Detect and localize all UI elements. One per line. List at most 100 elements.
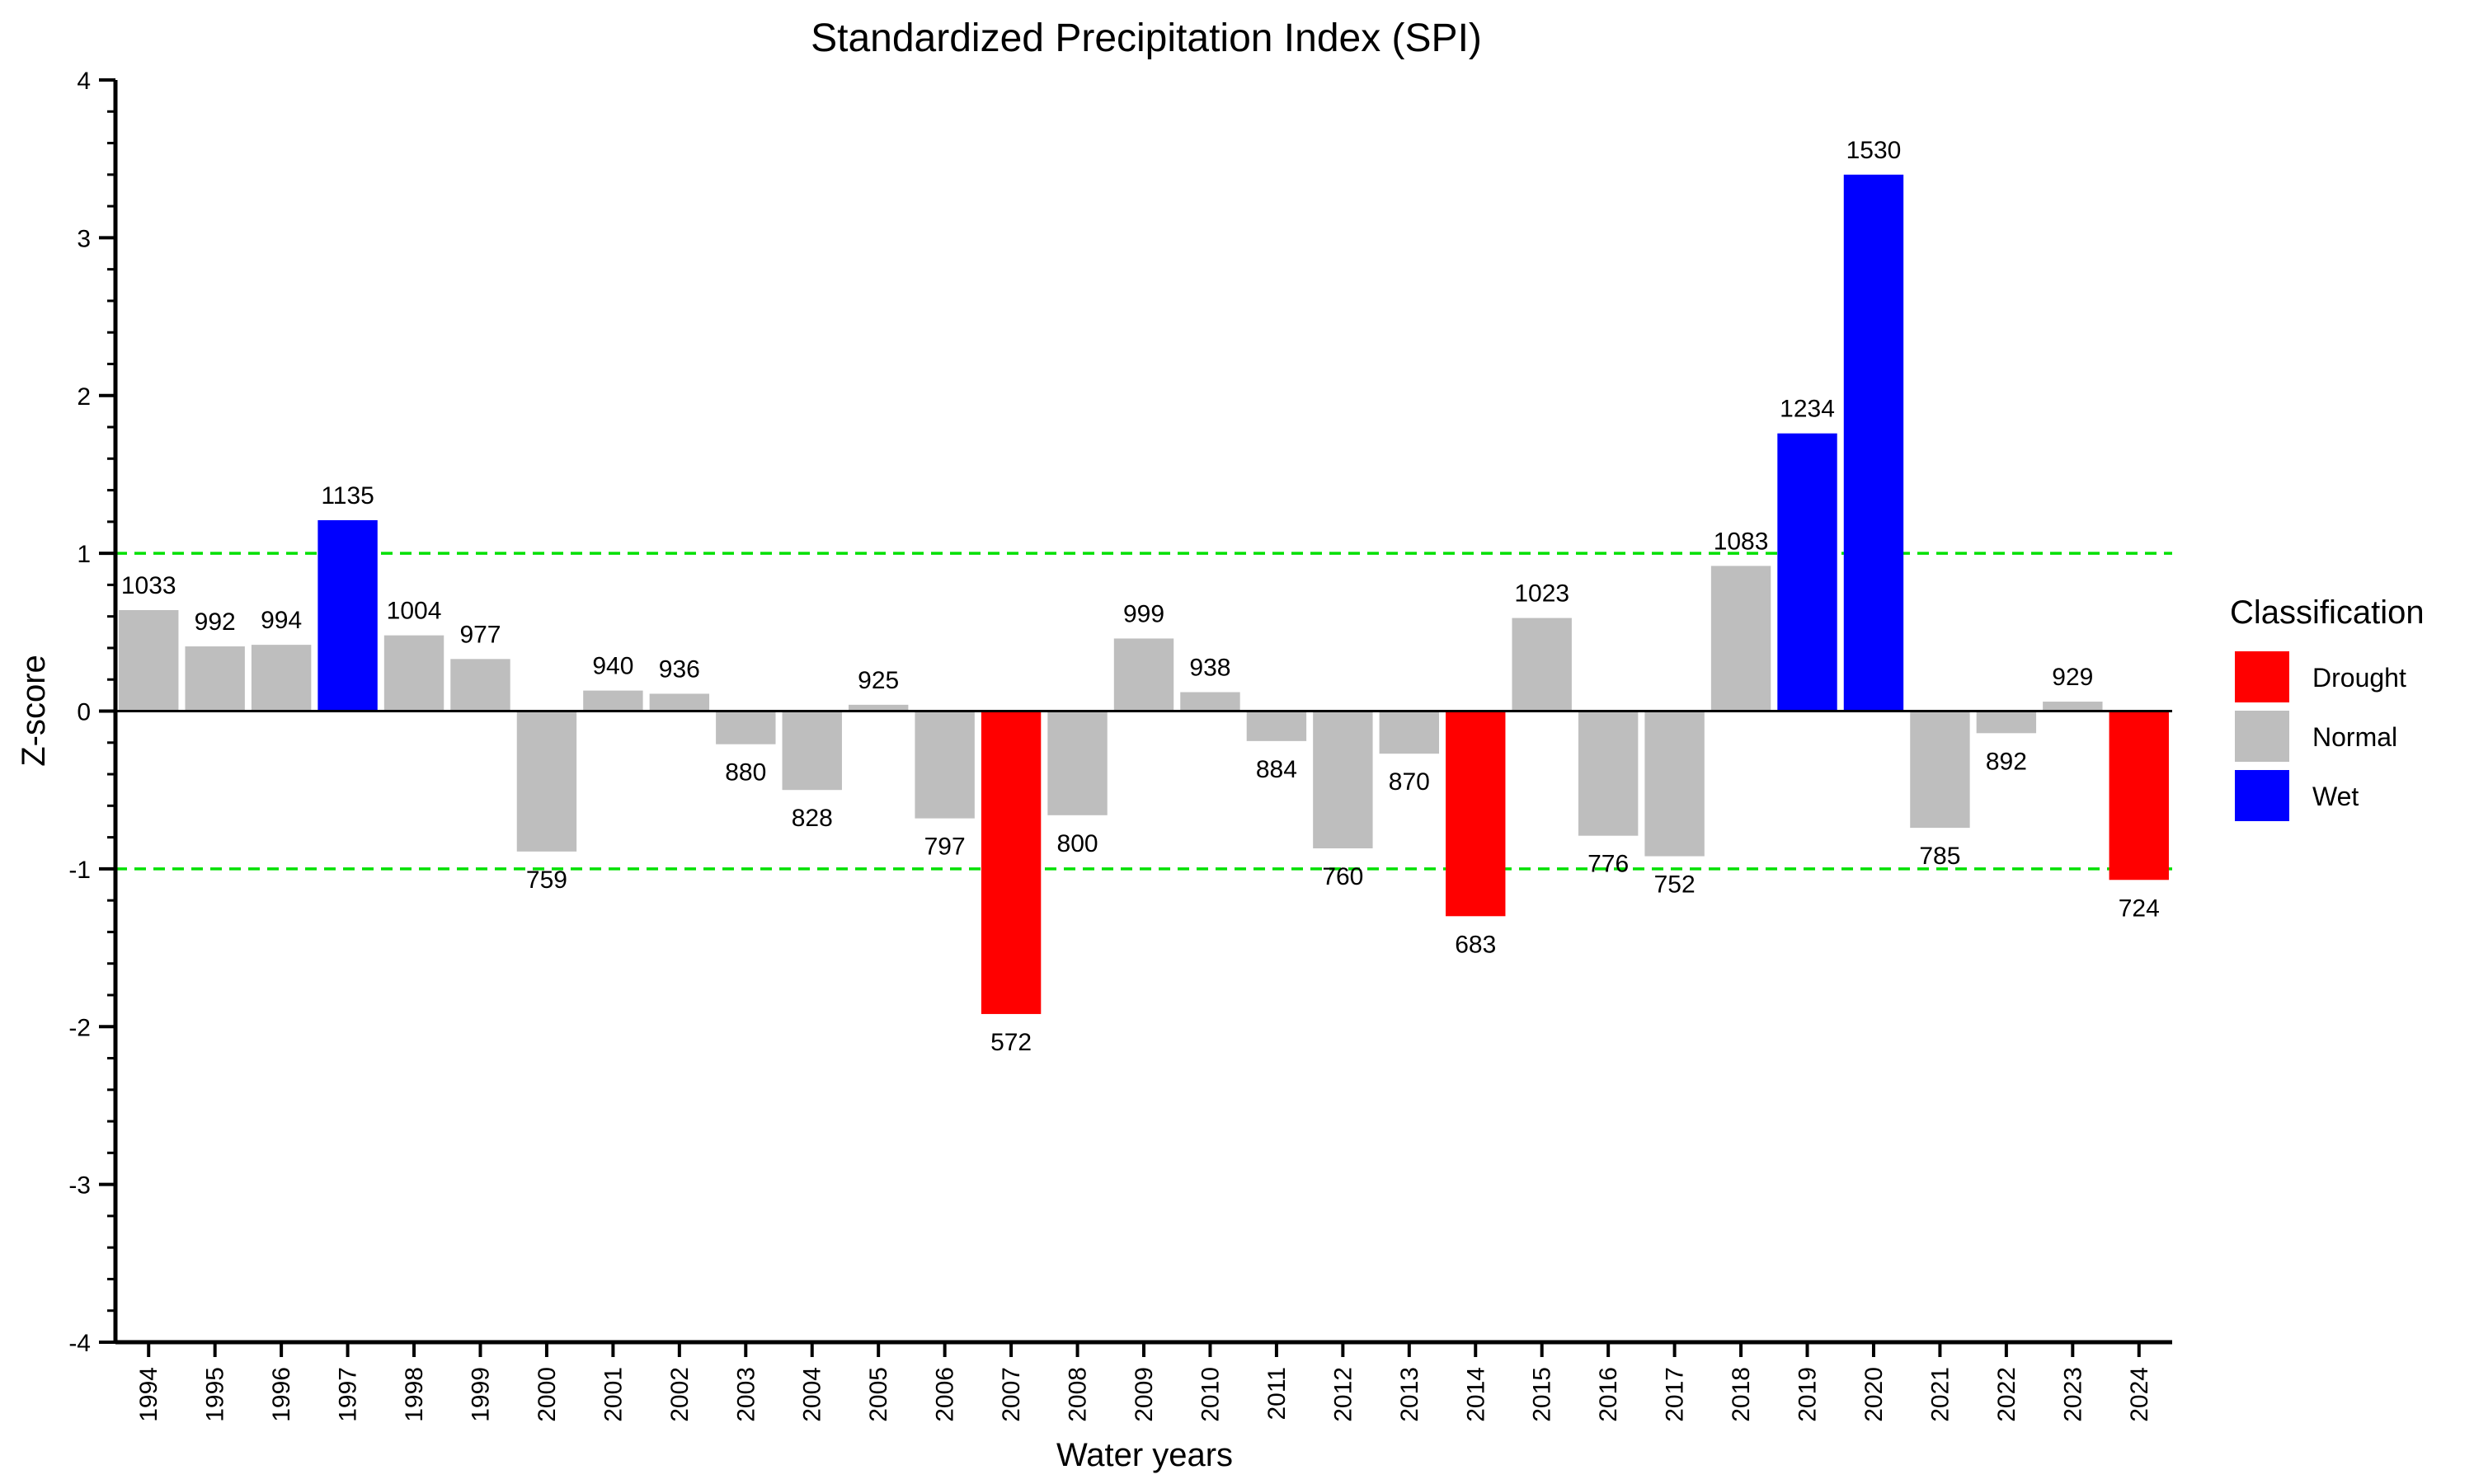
data-label-2016: 776 [1587,851,1629,878]
data-label-1995: 992 [195,608,236,636]
y-tick-label: -4 [68,1330,91,1357]
x-tick-label-2016: 2016 [1595,1367,1622,1422]
legend: Classification Drought Normal Wet [2230,594,2425,821]
bar-1999 [450,659,510,711]
chart-title: Standardized Precipitation Index (SPI) [811,16,1482,60]
x-tick-label-1995: 1995 [202,1367,229,1422]
bar-2002 [649,693,710,711]
data-label-2000: 759 [526,866,567,894]
x-tick-label-1994: 1994 [135,1367,162,1422]
data-label-2004: 828 [792,805,833,832]
bar-2014 [1446,711,1506,917]
x-tick-label-1999: 1999 [467,1367,494,1422]
bar-2011 [1246,711,1307,741]
x-tick-label-2022: 2022 [1993,1367,2020,1422]
bar-2001 [583,690,643,711]
x-tick-label-2023: 2023 [2059,1367,2086,1422]
bar-1994 [119,610,179,711]
x-tick-label-2014: 2014 [1462,1367,1489,1422]
bar-1998 [383,635,444,711]
x-tick-label-1996: 1996 [268,1367,295,1422]
y-tick-label: -2 [68,1014,91,1041]
bar-2017 [1644,711,1705,857]
bar-2024 [2109,711,2169,881]
y-tick-label: 0 [77,699,91,726]
data-label-2007: 572 [990,1029,1032,1056]
bar-2003 [716,711,776,744]
bar-2019 [1777,433,1837,711]
y-tick-label: 2 [77,383,91,411]
y-tick-label: 4 [77,68,91,95]
x-tick-label-2008: 2008 [1065,1367,1092,1422]
x-tick-label-2003: 2003 [732,1367,760,1422]
data-label-2014: 683 [1455,931,1496,958]
bar-2015 [1512,618,1572,711]
y-tick-label: -3 [68,1172,91,1200]
x-tick-label-2018: 2018 [1728,1367,1755,1422]
data-label-2009: 999 [1123,600,1164,627]
x-tick-label-2011: 2011 [1263,1367,1291,1421]
data-label-2024: 724 [2119,895,2160,922]
data-label-2013: 870 [1389,768,1430,796]
x-tick-label-2010: 2010 [1197,1367,1224,1422]
data-label-2017: 752 [1654,871,1696,899]
bar-2005 [848,704,909,711]
data-label-2021: 785 [1919,843,1960,870]
x-axis-title: Water years [1056,1437,1233,1473]
x-tick-label-2006: 2006 [932,1367,959,1422]
x-tick-label-2012: 2012 [1329,1367,1357,1422]
bar-2016 [1578,711,1639,836]
data-label-2015: 1023 [1514,580,1569,608]
legend-swatch-normal [2235,711,2289,762]
bar-1995 [185,646,245,711]
bar-2007 [981,711,1042,1014]
bar-2020 [1843,174,1904,711]
bar-2023 [2043,702,2103,711]
bar-2018 [1710,566,1771,711]
x-tick-label-2013: 2013 [1396,1367,1423,1422]
x-tick-label-2020: 2020 [1860,1367,1888,1422]
bar-1996 [251,645,312,711]
bar-2013 [1379,711,1440,754]
bar-2012 [1313,711,1373,848]
legend-label-normal: Normal [2312,722,2397,752]
x-tick-label-1997: 1997 [335,1367,362,1422]
x-tick-label-2021: 2021 [1926,1367,1954,1422]
y-tick-label: 1 [77,541,91,568]
x-tick-label-2001: 2001 [600,1367,627,1422]
data-label-2001: 940 [592,653,633,680]
x-tick-label-2019: 2019 [1794,1367,1822,1422]
x-tick-label-2007: 2007 [998,1367,1025,1422]
data-label-2003: 880 [725,759,766,787]
bar-2008 [1047,711,1108,815]
y-tick-label: 3 [77,225,91,252]
data-label-1994: 1033 [121,572,176,599]
x-tick-label-2005: 2005 [865,1367,892,1422]
data-label-2023: 929 [2052,664,2093,691]
data-label-2010: 938 [1189,655,1230,682]
data-label-2008: 800 [1057,830,1098,857]
bar-2021 [1910,711,1970,829]
data-label-2018: 1083 [1714,528,1769,555]
data-label-2022: 892 [1986,748,2027,775]
data-label-1999: 977 [459,621,501,648]
bar-1997 [317,519,378,711]
legend-title: Classification [2230,594,2425,631]
x-tick-label-2000: 2000 [534,1367,561,1422]
x-tick-label-2015: 2015 [1529,1367,1556,1422]
x-tick-label-1998: 1998 [401,1367,428,1422]
data-label-1996: 994 [261,607,302,634]
data-label-2006: 797 [924,834,966,861]
data-label-1997: 1135 [321,482,374,510]
x-tick-label-2024: 2024 [2126,1367,2153,1422]
y-tick-label: -1 [68,857,91,884]
data-label-2011: 884 [1256,756,1297,783]
x-tick-label-2009: 2009 [1131,1367,1158,1422]
bar-2000 [516,711,577,852]
data-label-2020: 1530 [1846,137,1902,164]
y-axis-title: Z-score [16,655,52,767]
data-label-2012: 760 [1322,863,1363,890]
legend-label-wet: Wet [2312,782,2359,811]
bar-2009 [1113,638,1174,711]
